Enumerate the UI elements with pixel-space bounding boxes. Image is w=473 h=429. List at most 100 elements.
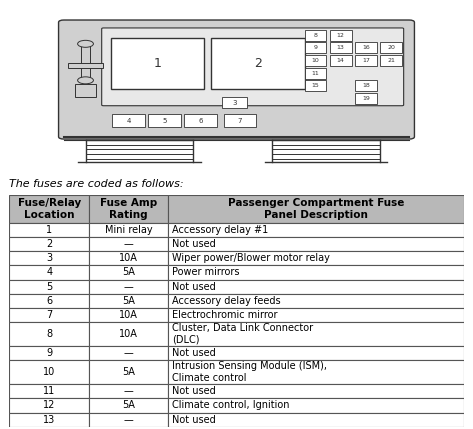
FancyBboxPatch shape xyxy=(102,28,403,106)
Text: 16: 16 xyxy=(362,45,370,50)
Text: —: — xyxy=(124,282,133,292)
Bar xyxy=(305,42,326,53)
Bar xyxy=(355,93,377,104)
Bar xyxy=(9,308,89,322)
Bar xyxy=(168,265,464,280)
Text: 11: 11 xyxy=(43,386,55,396)
Text: 1: 1 xyxy=(46,225,52,235)
Bar xyxy=(168,251,464,265)
Text: 2: 2 xyxy=(254,57,262,70)
Text: 8: 8 xyxy=(314,33,317,38)
Text: The fuses are coded as follows:: The fuses are coded as follows: xyxy=(9,179,184,190)
Text: 7: 7 xyxy=(46,310,53,320)
Text: Mini relay: Mini relay xyxy=(105,225,152,235)
Bar xyxy=(9,251,89,265)
Text: 2: 2 xyxy=(46,239,53,249)
Text: 18: 18 xyxy=(362,83,370,88)
Bar xyxy=(168,360,464,384)
Bar xyxy=(89,237,168,251)
Text: 10: 10 xyxy=(312,58,319,63)
Bar xyxy=(305,55,326,66)
Bar xyxy=(330,30,351,41)
Text: 10A: 10A xyxy=(119,253,138,263)
Bar xyxy=(168,223,464,237)
Text: 5A: 5A xyxy=(122,400,135,411)
Text: 6: 6 xyxy=(46,296,52,306)
Text: 7: 7 xyxy=(238,118,242,124)
Text: Not used: Not used xyxy=(172,415,216,425)
Bar xyxy=(168,294,464,308)
Bar xyxy=(305,30,326,41)
Text: 5A: 5A xyxy=(122,367,135,377)
Bar xyxy=(168,280,464,294)
Bar xyxy=(168,399,464,413)
Bar xyxy=(75,84,96,97)
Bar xyxy=(149,115,181,127)
Bar xyxy=(9,223,89,237)
Text: 3: 3 xyxy=(46,253,52,263)
Text: —: — xyxy=(124,415,133,425)
Text: Not used: Not used xyxy=(172,239,216,249)
Bar xyxy=(9,294,89,308)
Bar xyxy=(81,45,90,79)
Bar xyxy=(89,322,168,346)
Bar xyxy=(168,322,464,346)
Bar xyxy=(89,265,168,280)
Bar xyxy=(9,195,89,223)
Bar xyxy=(89,384,168,399)
Text: Power mirrors: Power mirrors xyxy=(172,267,239,278)
Text: Accessory delay #1: Accessory delay #1 xyxy=(172,225,268,235)
Bar xyxy=(330,55,351,66)
Bar xyxy=(89,413,168,427)
Bar xyxy=(380,55,402,66)
Text: Not used: Not used xyxy=(172,386,216,396)
Text: 5A: 5A xyxy=(122,296,135,306)
FancyBboxPatch shape xyxy=(59,20,414,139)
Text: 4: 4 xyxy=(46,267,52,278)
Text: Climate control, Ignition: Climate control, Ignition xyxy=(172,400,289,411)
Text: 12: 12 xyxy=(43,400,55,411)
Bar xyxy=(9,237,89,251)
Text: 9: 9 xyxy=(314,45,317,50)
Bar xyxy=(330,42,351,53)
Bar xyxy=(168,308,464,322)
Text: —: — xyxy=(124,239,133,249)
Text: 17: 17 xyxy=(362,58,370,63)
Bar xyxy=(9,413,89,427)
Text: 20: 20 xyxy=(387,45,395,50)
Bar xyxy=(168,413,464,427)
Text: 5: 5 xyxy=(162,118,167,124)
Text: 5A: 5A xyxy=(122,267,135,278)
Bar xyxy=(184,115,217,127)
Bar xyxy=(9,360,89,384)
Bar xyxy=(89,195,168,223)
Text: Fuse/Relay
Location: Fuse/Relay Location xyxy=(18,198,81,220)
Bar xyxy=(89,251,168,265)
Bar xyxy=(211,38,305,89)
Bar xyxy=(168,195,464,223)
Text: 6: 6 xyxy=(198,118,203,124)
Bar xyxy=(224,115,256,127)
Bar xyxy=(89,294,168,308)
Circle shape xyxy=(78,40,94,47)
Bar xyxy=(89,360,168,384)
Text: Accessory delay feeds: Accessory delay feeds xyxy=(172,296,280,306)
Text: 11: 11 xyxy=(312,71,319,76)
Bar xyxy=(9,384,89,399)
Bar xyxy=(9,265,89,280)
Text: 9: 9 xyxy=(46,348,52,358)
Bar xyxy=(89,399,168,413)
Text: 8: 8 xyxy=(46,329,52,339)
Text: 12: 12 xyxy=(337,33,345,38)
Bar xyxy=(355,80,377,91)
Text: Wiper power/Blower motor relay: Wiper power/Blower motor relay xyxy=(172,253,330,263)
Text: 10A: 10A xyxy=(119,310,138,320)
Text: Electrochromic mirror: Electrochromic mirror xyxy=(172,310,278,320)
Bar xyxy=(89,346,168,360)
Bar xyxy=(111,38,204,89)
Text: 5: 5 xyxy=(46,282,53,292)
Text: Fuse Amp
Rating: Fuse Amp Rating xyxy=(100,198,158,220)
Text: Passenger Compartment Fuse
Panel Description: Passenger Compartment Fuse Panel Descrip… xyxy=(228,198,404,220)
Bar xyxy=(113,115,145,127)
Bar xyxy=(89,223,168,237)
